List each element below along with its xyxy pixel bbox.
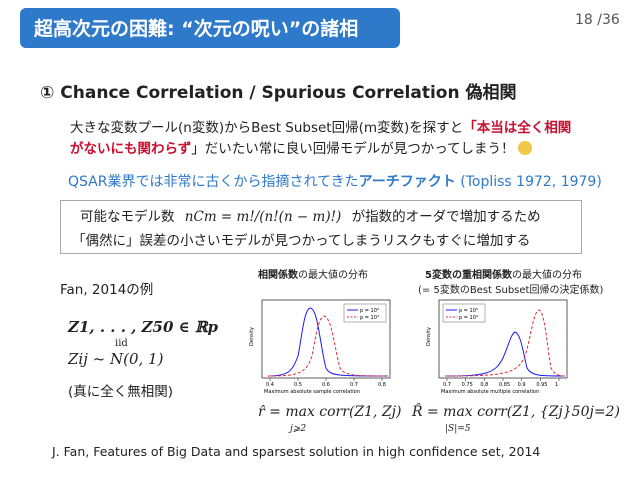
left-chart-title-rest: の最大値の分布 bbox=[298, 270, 368, 281]
sweat-emoji-icon bbox=[517, 141, 532, 155]
model-count-formula: nCm = m!/(n!(n − m)!) bbox=[184, 209, 342, 225]
section-heading: ① Chance Correlation / Spurious Correlat… bbox=[40, 83, 517, 103]
paragraph-line-1: 大きな変数プール(n変数)からBest Subset回帰(m変数)を探すと「本当… bbox=[70, 118, 571, 138]
qsar-line: QSAR業界では非常に古くから指摘されてきたアーチファクト (Topliss 1… bbox=[68, 172, 602, 192]
right-chart-title: 5変数の重相関係数の最大値の分布 bbox=[425, 266, 582, 281]
right-chart-title-rest: の最大値の分布 bbox=[511, 270, 582, 281]
x-tick-label: 0.75 bbox=[462, 382, 473, 388]
right-x-label: Maximum absolute multiple correlation bbox=[441, 389, 539, 395]
title-background bbox=[20, 8, 400, 48]
para-text: 大きな変数プール(n変数)からBest Subset回帰(m変数)を探すと bbox=[70, 120, 464, 136]
max-corr-formula: r̂ = max corr(Z1, Zj) bbox=[258, 404, 402, 420]
variables-equation: Z1, . . . , Z50 ∈ ℝp bbox=[68, 318, 218, 336]
right-chart-title-bold: 5変数の重相関係数 bbox=[425, 270, 512, 281]
left-x-label: Maximum absolute sample correlation bbox=[264, 389, 360, 395]
box-text-b: が指数的オーダで増加するため bbox=[351, 209, 541, 225]
right-series-p1000 bbox=[444, 331, 566, 377]
max-multiple-corr-subscript: |S|=5 bbox=[445, 424, 471, 434]
uncorrelated-note: (真に全く無相関) bbox=[68, 384, 174, 400]
x-tick-label: 0.7 bbox=[443, 382, 451, 388]
x-tick-label: 0.6 bbox=[322, 382, 330, 388]
x-tick-label: 0.8 bbox=[378, 382, 386, 388]
left-legend-label-2: p = 10⁴ bbox=[360, 315, 379, 321]
left-series-p1000 bbox=[267, 307, 389, 377]
right-legend-label-1: p = 10³ bbox=[459, 308, 478, 314]
max-multiple-corr-formula: R̂ = max corr(Z1, {Zj}50j=2) bbox=[412, 404, 620, 420]
right-chart-subtitle: (= 5変数のBest Subset回帰の決定係数) bbox=[418, 285, 604, 296]
box-text-a: 可能なモデル数 bbox=[80, 209, 175, 225]
highlight-box bbox=[60, 200, 582, 254]
distribution-equation: Zij ~ N(0, 1) bbox=[68, 350, 164, 368]
reference-footer: J. Fan, Features of Big Data and sparses… bbox=[52, 444, 541, 459]
box-line-2: 「偶然に」誤差の小さいモデルが見つかってしまうリスクもすぐに増加する bbox=[72, 233, 531, 249]
slide-title: 超高次元の困難: “次元の呪い”の諸相 bbox=[34, 18, 359, 40]
left-chart: Density p = 10³ p = 10⁴ 0.4 0.5 0.6 0.7 0.8 … bbox=[249, 299, 391, 395]
left-series-p10000 bbox=[267, 315, 389, 377]
x-tick-label: 0.95 bbox=[536, 382, 547, 388]
x-tick-label: 0.5 bbox=[294, 382, 302, 388]
page-number: 18 /36 bbox=[575, 12, 620, 28]
right-series-p10000 bbox=[444, 309, 566, 377]
fan-example-label: Fan, 2014の例 bbox=[60, 282, 154, 298]
x-tick-label: 0.7 bbox=[350, 382, 358, 388]
x-tick-label: 0.85 bbox=[499, 382, 510, 388]
left-x-ticks: 0.4 0.5 0.6 0.7 0.8 bbox=[266, 378, 386, 388]
x-tick-label: 1 bbox=[555, 382, 558, 388]
para-emphasis-2: がないにも関わらず bbox=[70, 141, 192, 157]
paragraph-line-2: がないにも関わらず」だいたい常に良い回帰モデルが見つかってしまう！ bbox=[70, 139, 532, 159]
right-chart: Density p = 10³ p = 10⁴ 0.7 0.75 0.8 0.85 0.… bbox=[426, 299, 568, 395]
iid-label: iid bbox=[115, 338, 128, 349]
qsar-prefix: QSAR業界では非常に古くから指摘されてきた bbox=[68, 174, 359, 190]
para-emphasis: 「本当は全く相関 bbox=[463, 120, 572, 136]
x-tick-label: 0.4 bbox=[266, 382, 274, 388]
x-tick-label: 0.9 bbox=[518, 382, 526, 388]
max-corr-subscript: j⩾2 bbox=[290, 424, 307, 434]
box-line-1: 可能なモデル数 nCm = m!/(n!(n − m)!) が指数的オーダで増加… bbox=[80, 205, 541, 225]
qsar-highlight: アーチファクト bbox=[358, 174, 456, 190]
left-legend-label-1: p = 10³ bbox=[360, 308, 379, 314]
right-y-label: Density bbox=[426, 327, 432, 346]
qsar-suffix: (Topliss 1972, 1979) bbox=[455, 174, 602, 190]
x-tick-label: 0.8 bbox=[480, 382, 488, 388]
left-chart-title-bold: 相関係数 bbox=[258, 270, 298, 281]
right-legend-label-2: p = 10⁴ bbox=[459, 315, 478, 321]
right-x-ticks: 0.7 0.75 0.8 0.85 0.9 0.95 1 bbox=[443, 378, 560, 388]
left-chart-title: 相関係数の最大値の分布 bbox=[258, 266, 368, 281]
para-text-2: 」だいたい常に良い回帰モデルが見つかってしまう！ bbox=[191, 141, 515, 157]
left-y-label: Density bbox=[249, 327, 255, 346]
